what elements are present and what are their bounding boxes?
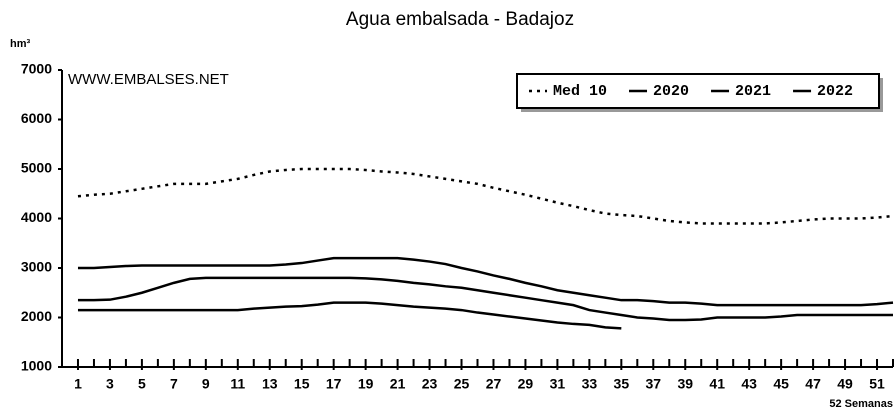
y-tick-label: 6000	[21, 110, 52, 126]
legend-label: 2022	[817, 83, 853, 100]
x-tick-label: 13	[262, 376, 278, 392]
x-axis-label: 52 Semanas	[829, 398, 893, 410]
y-axis-label: hm³	[10, 38, 31, 50]
x-tick-label: 37	[645, 376, 661, 392]
x-tick-label: 17	[326, 376, 342, 392]
x-tick-label: 41	[709, 376, 725, 392]
x-tick-label: 29	[518, 376, 534, 392]
x-tick-label: 3	[106, 376, 114, 392]
y-tick-label: 2000	[21, 308, 52, 324]
legend-label: 2020	[653, 83, 689, 100]
y-tick-label: 5000	[21, 160, 52, 176]
x-tick-label: 1	[74, 376, 82, 392]
y-tick-label: 1000	[21, 358, 52, 374]
x-tick-label: 5	[138, 376, 146, 392]
x-tick-label: 31	[550, 376, 566, 392]
x-tick-label: 23	[422, 376, 438, 392]
series-line	[77, 256, 894, 307]
y-tick-label: 4000	[21, 209, 52, 225]
chart-title: Agua embalsada - Badajoz	[346, 9, 574, 30]
x-tick-label: 25	[454, 376, 470, 392]
legend-label: 2021	[735, 83, 771, 100]
x-tick-label: 43	[741, 376, 757, 392]
x-tick-label: 39	[677, 376, 693, 392]
x-tick-label: 19	[358, 376, 374, 392]
x-tick-label: 15	[294, 376, 310, 392]
legend-label: Med 10	[553, 83, 607, 100]
x-tick-label: 21	[390, 376, 406, 392]
x-tick-label: 27	[486, 376, 502, 392]
series-line	[77, 301, 622, 330]
x-tick-label: 11	[230, 376, 245, 392]
x-tick-label: 9	[202, 376, 210, 392]
watermark: WWW.EMBALSES.NET	[68, 71, 229, 88]
y-tick-label: 3000	[21, 259, 52, 275]
y-tick-label: 7000	[21, 61, 52, 77]
x-tick-label: 35	[614, 376, 630, 392]
x-tick-label: 7	[170, 376, 178, 392]
legend	[516, 73, 880, 109]
x-tick-label: 33	[582, 376, 598, 392]
x-tick-label: 49	[837, 376, 853, 392]
x-tick-label: 45	[773, 376, 789, 392]
series-line	[77, 276, 893, 322]
x-tick-label: 47	[805, 376, 821, 392]
x-tick-label: 51	[869, 376, 885, 392]
series-line	[77, 167, 894, 225]
